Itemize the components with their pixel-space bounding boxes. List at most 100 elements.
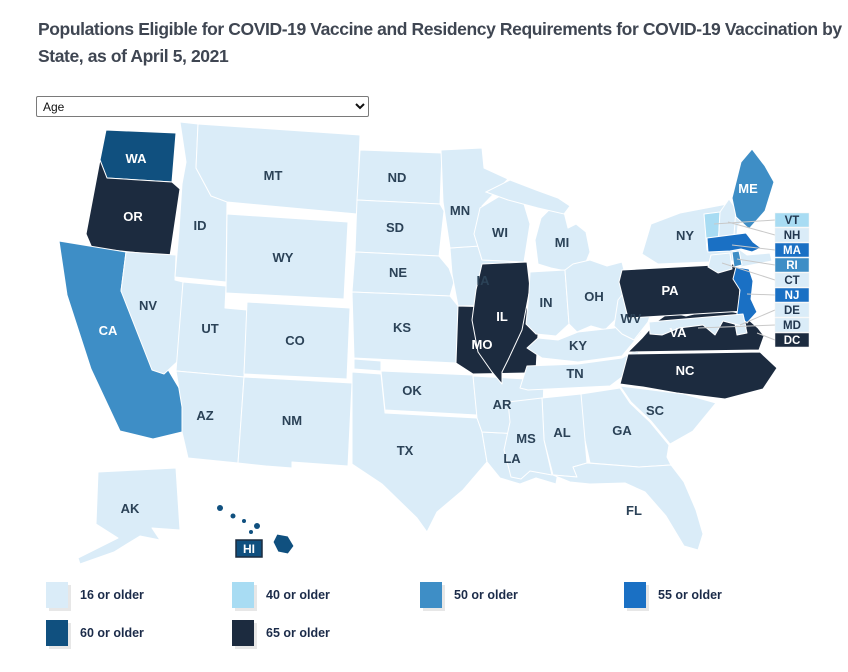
state-box-NH[interactable] — [774, 227, 810, 243]
state-box-DC[interactable] — [774, 332, 810, 348]
state-box-CT[interactable] — [774, 272, 810, 288]
legend-swatch-c55 — [624, 582, 646, 608]
leader-line-MA — [731, 244, 776, 251]
state-HI[interactable] — [272, 533, 295, 555]
state-box-MA[interactable] — [774, 242, 810, 258]
state-label-AZ: AZ — [196, 408, 213, 423]
leader-line-VT — [713, 219, 776, 225]
legend-swatch-c60 — [46, 620, 68, 646]
legend-label: 60 or older — [80, 626, 144, 640]
state-FL[interactable] — [552, 462, 704, 551]
state-label-AK: AK — [121, 501, 140, 516]
state-HI-island[interactable] — [249, 530, 253, 534]
state-label-WV: WV — [621, 311, 642, 326]
state-box-label-HI: HI — [243, 542, 255, 556]
state-label-IN: IN — [540, 295, 553, 310]
state-box-NJ[interactable] — [774, 287, 810, 303]
legend-label: 40 or older — [266, 588, 330, 602]
us-choropleth-map: VT NH MA RI CT NJ DE MD DC HI WA OR CA NV ID MT WY UT CO AZ… — [30, 121, 830, 580]
state-label-NC: NC — [676, 363, 695, 378]
state-box-label-RI: RI — [786, 260, 798, 272]
state-label-WA: WA — [126, 151, 148, 166]
state-MS[interactable] — [503, 397, 553, 480]
state-label-ID: ID — [194, 218, 207, 233]
state-TX[interactable] — [351, 371, 488, 533]
legend-swatch-c50 — [420, 582, 442, 608]
leader-lines-layer — [697, 219, 776, 341]
state-MI-part2[interactable] — [484, 179, 571, 215]
state-SC[interactable] — [619, 385, 717, 445]
state-MD[interactable] — [648, 313, 747, 336]
state-label-LA: LA — [503, 451, 521, 466]
state-box-label-DC: DC — [784, 335, 801, 347]
state-box-HI[interactable] — [235, 539, 263, 558]
legend-label: 55 or older — [658, 588, 722, 602]
state-box-label-NH: NH — [784, 230, 801, 242]
state-label-WI: WI — [492, 225, 508, 240]
state-label-TN: TN — [566, 366, 583, 381]
state-NJ[interactable] — [732, 266, 758, 324]
state-label-IA: IA — [477, 273, 491, 288]
state-label-NY: NY — [676, 228, 694, 243]
state-HI-island[interactable] — [217, 505, 223, 511]
state-SD[interactable] — [354, 199, 445, 257]
leader-line-CT — [721, 262, 776, 281]
state-MN[interactable] — [440, 147, 509, 249]
state-DC-marker[interactable] — [753, 330, 758, 335]
leader-line-RI — [736, 258, 776, 266]
state-label-NE: NE — [389, 265, 407, 280]
state-label-PA: PA — [661, 283, 679, 298]
state-box-label-VT: VT — [785, 215, 800, 227]
state-box-MD[interactable] — [774, 317, 810, 333]
legend-swatch-c16 — [46, 582, 68, 608]
state-HI-island[interactable] — [230, 513, 236, 519]
legend-label: 50 or older — [454, 588, 518, 602]
state-NM[interactable] — [237, 376, 353, 469]
map-filter-dropdown[interactable]: Age — [36, 96, 369, 117]
legend-swatch-c65 — [232, 620, 254, 646]
state-box-RI[interactable] — [774, 257, 810, 273]
state-label-IL: IL — [496, 309, 508, 324]
state-GA[interactable] — [580, 387, 672, 468]
state-ME[interactable] — [731, 148, 775, 230]
page-title: Populations Eligible for COVID-19 Vaccin… — [38, 19, 842, 67]
state-AK[interactable] — [77, 467, 181, 565]
state-label-FL: FL — [626, 503, 642, 518]
state-label-AR: AR — [493, 397, 512, 412]
state-box-DE[interactable] — [774, 302, 810, 318]
state-label-KS: KS — [393, 320, 411, 335]
state-MT[interactable] — [195, 123, 361, 215]
state-label-UT: UT — [201, 321, 218, 336]
state-box-label-DE: DE — [784, 305, 800, 317]
state-box-VT[interactable] — [774, 212, 810, 228]
state-label-NV: NV — [139, 298, 157, 313]
state-label-OR: OR — [123, 209, 143, 224]
state-CT[interactable] — [707, 252, 733, 274]
state-CO[interactable] — [243, 301, 351, 380]
state-WY[interactable] — [225, 213, 349, 300]
us-map-svg: VT NH MA RI CT NJ DE MD DC HI WA OR CA NV ID MT WY UT CO AZ… — [58, 121, 810, 565]
state-label-NM: NM — [282, 413, 302, 428]
leader-line-NH — [727, 221, 776, 236]
legend-label: 65 or older — [266, 626, 330, 640]
leader-line-NJ — [746, 293, 776, 296]
leader-line-DC — [756, 332, 776, 341]
state-label-VA: VA — [669, 325, 687, 340]
state-label-CO: CO — [285, 333, 305, 348]
state-label-OH: OH — [584, 289, 604, 304]
state-label-OK: OK — [402, 383, 422, 398]
state-box-label-NJ: NJ — [785, 290, 800, 302]
state-label-WY: WY — [273, 250, 294, 265]
state-label-MN: MN — [450, 203, 470, 218]
state-HI-island[interactable] — [242, 519, 246, 523]
state-PA[interactable] — [618, 263, 746, 319]
legend-swatch-c40 — [232, 582, 254, 608]
state-label-ND: ND — [388, 170, 407, 185]
state-NC[interactable] — [619, 351, 778, 400]
state-label-GA: GA — [612, 423, 632, 438]
legend-label: 16 or older — [80, 588, 144, 602]
leader-line-DE — [739, 309, 776, 326]
state-HI-island[interactable] — [254, 523, 260, 529]
state-label-MT: MT — [264, 168, 283, 183]
state-box-label-CT: CT — [784, 275, 799, 287]
